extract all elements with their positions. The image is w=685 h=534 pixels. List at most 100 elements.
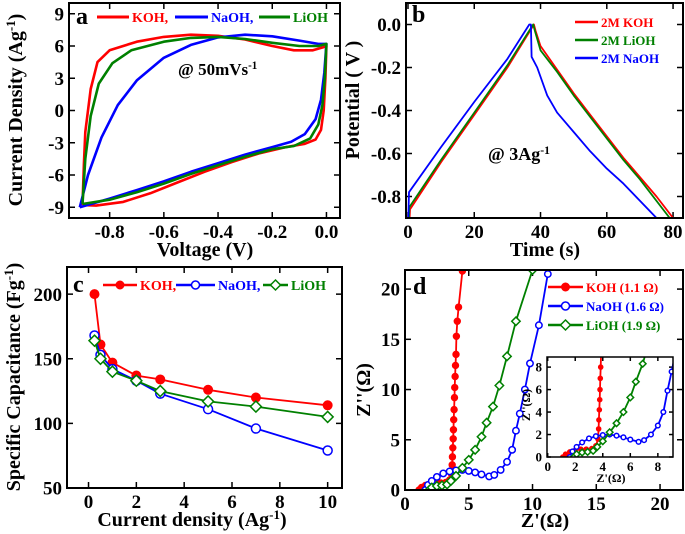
inset-y-axis-label: Z''(Ω) (519, 389, 533, 421)
inset-data-point (596, 396, 603, 403)
inset-data-point (619, 407, 628, 417)
inset-y-tick-label: 2 (536, 427, 543, 442)
inset-background (547, 357, 673, 457)
panel-d-data-point (450, 405, 458, 414)
panel-d-y-tick-label: 15 (381, 330, 400, 351)
panel-d-series-group (415, 270, 552, 490)
panel-d-y-tick-label: 0 (391, 481, 401, 502)
inset-x-axis-label: Z'(Ω) (597, 471, 626, 485)
panel-d-x-tick-label: 10 (523, 494, 542, 515)
x-axis-label-text: Current density (Ag (97, 509, 269, 531)
panel-c-data-point (321, 410, 335, 424)
annotation: @ 3Ag-1 (488, 144, 550, 165)
panel-d-data-point (477, 470, 486, 479)
panel-d-series-line-naoh (424, 273, 549, 490)
inset-x-tick-label: 6 (627, 459, 634, 474)
panel-c-data-point (89, 289, 100, 300)
panel-c-series-group (87, 289, 335, 456)
inset-data-point (605, 427, 615, 437)
inset-data-point (596, 407, 603, 413)
plot-frame (66, 266, 343, 489)
panel-d-data-point (450, 393, 459, 402)
inset-frame (546, 356, 674, 458)
inset-data-point (597, 386, 603, 393)
panel-d-data-point (451, 383, 459, 392)
panel-d-data-point (432, 472, 441, 481)
x-axis-label-text-end: ) (280, 509, 287, 531)
legend: KOH, NaOH, LiOH (103, 278, 326, 294)
inset-data-point (647, 431, 655, 438)
panel-b-series-group (407, 23, 674, 218)
y-axis-label-superscript: -1 (3, 20, 18, 31)
inset-data-point (599, 351, 604, 356)
inset-data-point (592, 442, 602, 452)
panel-d-data-point (450, 415, 458, 424)
inset-data-point (631, 377, 641, 387)
inset-data-point (660, 409, 667, 416)
inset-data-point (627, 436, 634, 443)
y-axis-label: Z''(Ω) (353, 363, 375, 417)
panel-b-y-tick-label: 0.0 (377, 15, 401, 36)
y-axis-label-text: Potential ( V ) (342, 41, 364, 160)
panel-d-data-point (452, 350, 460, 359)
inset-data-point (668, 368, 673, 375)
panel-c-data-point (155, 374, 166, 385)
inset-data-point (569, 448, 576, 455)
panel-a-x-tick-label: -0.6 (149, 222, 179, 243)
legend-label: NaOH, (211, 11, 253, 26)
legend-label: KOH (1.1 Ω) (586, 280, 658, 295)
panel-letter: c (73, 272, 84, 298)
inset-y-tick-label: 8 (536, 360, 543, 375)
inset-y-tick-label: 6 (536, 382, 543, 397)
inset-data-point (597, 364, 604, 370)
panel-d-data-point (451, 372, 459, 381)
plot-frame (405, 2, 684, 219)
panel-d-data-point (452, 332, 461, 341)
inset-x-tick-label: 2 (572, 459, 579, 474)
legend-marker (561, 282, 570, 292)
inset-data-point (646, 337, 653, 344)
panel-c-data-point (249, 400, 263, 414)
inset-data-point (635, 438, 642, 445)
x-axis-label: Current density (Ag-1) (97, 507, 286, 532)
annotation: @ 50mVs-1 (178, 60, 257, 79)
inset-series-group (560, 250, 673, 457)
inset-data-point (588, 446, 598, 456)
legend-label: KOH, (132, 11, 168, 26)
panel-d-data-point (490, 470, 499, 479)
panel-d-data-point (527, 270, 538, 276)
y-axis-label-superscript: -1 (1, 269, 16, 280)
panel-b-y-tick-label: -0.2 (371, 58, 401, 79)
y-axis-label-text: Current Density (Ag (5, 31, 27, 206)
y-axis-label-text: Specific Capacitance (Fg (3, 280, 25, 491)
annotation-superscript: -1 (540, 144, 550, 157)
panel-b-x-tick-label: 80 (664, 222, 683, 243)
panel-a-series-line-lioh (81, 35, 328, 206)
panel-d-data-point (453, 317, 461, 325)
panel-d-data-point (511, 426, 520, 435)
panel-d-data-point (463, 454, 475, 466)
panel-b: 0 20 40 60 80 0.0 -0.2 -0.4 -0.6 -0.8 b Time (s) Pot… (342, 2, 684, 261)
panel-d-y-tick-label: 10 (381, 380, 400, 401)
panel-a-y-tick-label: -3 (48, 133, 64, 154)
panel-d-y-tick-label: 20 (381, 280, 400, 301)
x-axis-label: Voltage (V) (157, 239, 253, 261)
panel-c-y-tick-label: 150 (34, 349, 63, 370)
x-axis-label-text: Voltage (V) (157, 239, 253, 261)
panel-d-x-tick-label: 5 (464, 494, 474, 515)
panel-a-y-tick-label: 3 (55, 69, 65, 90)
inset-y-tick-label: 4 (536, 405, 543, 420)
y-axis-label-text-end: ) (3, 263, 25, 270)
legend-label: LiOH (291, 279, 326, 294)
inset-data-point (612, 418, 621, 428)
panel-c-x-tick-label: 4 (179, 492, 189, 513)
x-axis-label-text: Time (s) (510, 239, 580, 261)
panel-d-y-tick-label: 5 (391, 430, 401, 451)
panel-a-series-group (78, 33, 328, 209)
panel-b-y-tick-label: -0.4 (371, 101, 402, 122)
panel-d-data-point (445, 467, 454, 476)
panel-c-data-point (93, 352, 108, 366)
inset-data-point (603, 250, 608, 255)
legend-marker (269, 278, 282, 292)
panel-a-y-tick-label: 9 (55, 4, 65, 25)
